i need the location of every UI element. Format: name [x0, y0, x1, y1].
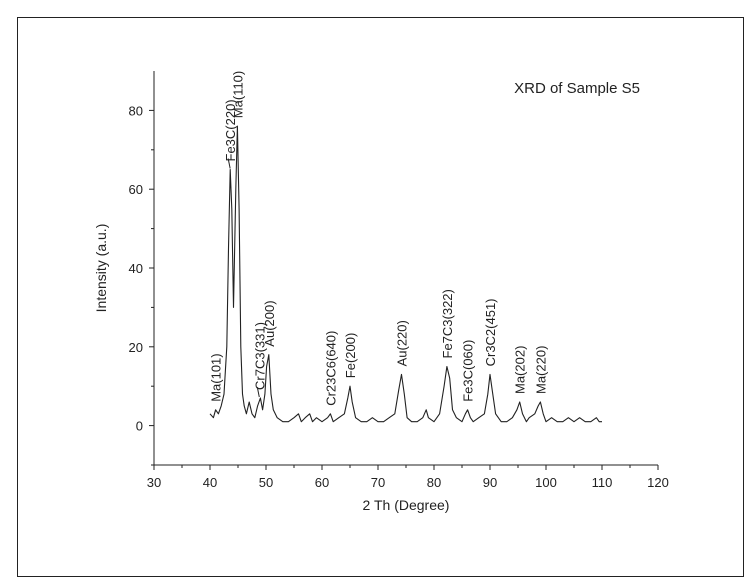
- x-tick-label: 110: [592, 475, 613, 490]
- y-tick-label: 0: [136, 419, 143, 434]
- x-tick-label: 120: [647, 475, 669, 490]
- peak-label: Cr7C3(331): [252, 322, 267, 390]
- peak-label: Cr3C2(451): [483, 298, 498, 366]
- xrd-pattern-line: [209, 125, 602, 423]
- x-tick-label: 30: [147, 475, 161, 490]
- peak-label: Cr23C6(640): [323, 331, 338, 406]
- x-tick-label: 40: [203, 475, 217, 490]
- chart-ticks: 30 40 50 60 70 80 90 100 110 120 0 20 40 60 80: [129, 103, 669, 490]
- y-axis-label: Intensity (a.u.): [93, 224, 109, 313]
- peak-label: Ma(220): [533, 346, 548, 394]
- x-tick-label: 90: [483, 475, 497, 490]
- peak-arrow: [227, 158, 231, 169]
- peak-label: Ma(110): [230, 71, 245, 118]
- x-tick-label: 60: [315, 475, 329, 490]
- x-tick-label: 70: [371, 475, 385, 490]
- peak-label: Fe3C(060): [461, 340, 476, 402]
- peak-label: Au(220): [395, 320, 410, 366]
- x-tick-label: 100: [535, 475, 557, 490]
- peak-label: Au(200): [262, 300, 277, 346]
- peak-label: Fe7C3(322): [440, 289, 455, 358]
- figure-frame: 30 40 50 60 70 80 90 100 110 120 0 20 40 60 80 Ma(101)…: [17, 17, 744, 577]
- chart-title: XRD of Sample S5: [514, 80, 640, 97]
- y-tick-label: 20: [129, 340, 143, 355]
- xrd-chart: 30 40 50 60 70 80 90 100 110 120 0 20 40 60 80 Ma(101)…: [93, 71, 669, 513]
- peak-labels: Ma(101) Fe3C(220)Ma(110) Cr7C3(331)Au(200)…: [209, 71, 549, 406]
- x-axis-label: 2 Th (Degree): [363, 497, 450, 513]
- peak-label: Ma(101): [209, 353, 224, 401]
- peak-label: Ma(202): [513, 346, 528, 394]
- x-tick-label: 80: [427, 475, 441, 490]
- peak-arrow: [256, 386, 260, 398]
- y-tick-label: 60: [129, 182, 143, 197]
- x-tick-label: 50: [259, 475, 273, 490]
- peak-label: Fe3C(220): [223, 99, 238, 161]
- y-tick-label: 40: [129, 261, 143, 276]
- y-tick-label: 80: [129, 103, 143, 118]
- plot-area: [209, 125, 602, 423]
- peak-label: Fe(200): [343, 333, 358, 379]
